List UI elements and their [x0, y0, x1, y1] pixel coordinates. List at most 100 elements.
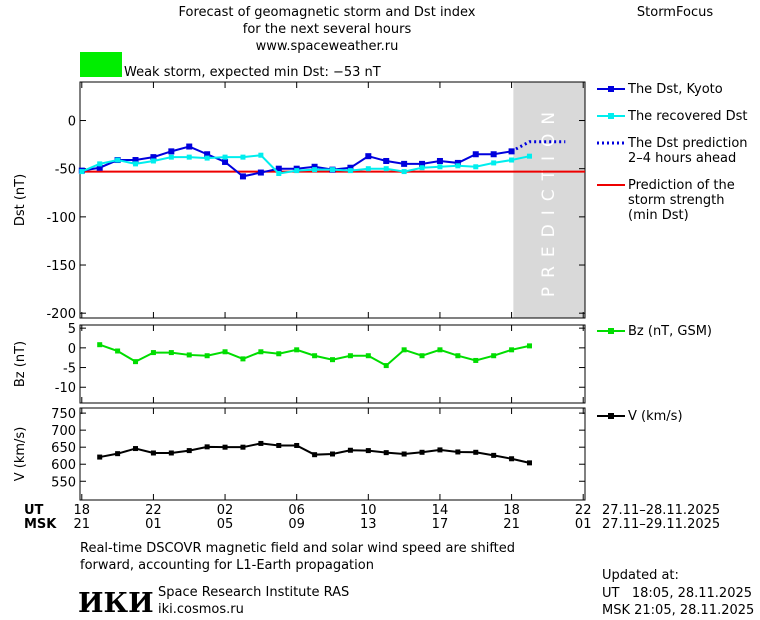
- point: [258, 440, 264, 446]
- point: [526, 460, 532, 466]
- point: [97, 454, 103, 460]
- x-tick-label: 22: [575, 503, 592, 518]
- point: [186, 143, 193, 150]
- point: [186, 154, 192, 160]
- x-tick-label: 18: [74, 503, 91, 518]
- point: [240, 444, 246, 450]
- legend-label: The Dst prediction 2–4 hours ahead: [627, 136, 748, 166]
- point: [311, 163, 318, 170]
- point: [454, 159, 461, 166]
- legend-marker: [608, 413, 614, 419]
- point: [473, 449, 479, 455]
- point: [204, 444, 210, 450]
- msk-tick-label: 21: [503, 517, 520, 532]
- point: [133, 446, 139, 452]
- point: [473, 164, 479, 170]
- x-tick-label: 06: [288, 503, 305, 518]
- point: [455, 449, 461, 455]
- point: [383, 157, 390, 164]
- msk-label: MSK: [24, 517, 57, 532]
- point: [330, 357, 335, 363]
- y-tick-label: -200: [46, 307, 76, 322]
- legend-marker: [608, 86, 614, 92]
- point: [97, 161, 103, 167]
- y-axis-label: Bz (nT): [13, 341, 28, 387]
- msk-tick-label: 09: [288, 517, 305, 532]
- x-tick-label: 02: [217, 503, 234, 518]
- legend-marker: [608, 328, 614, 334]
- point: [294, 347, 300, 353]
- y-tick-label: -150: [46, 259, 76, 274]
- point: [347, 164, 354, 171]
- brand: StormFocus: [637, 5, 713, 20]
- point: [186, 448, 192, 454]
- point: [365, 166, 371, 172]
- msk-tick-label: 21: [74, 517, 91, 532]
- x-tick-label: 22: [145, 503, 162, 518]
- point: [312, 452, 318, 458]
- point: [276, 171, 282, 177]
- point: [222, 349, 228, 355]
- point: [115, 348, 121, 354]
- plot-frame: [79, 81, 586, 319]
- point: [79, 169, 85, 175]
- updated-msk: MSK 21:05, 28.11.2025: [602, 603, 754, 618]
- x-tick-label: 14: [432, 503, 449, 518]
- msk-tick-label: 17: [432, 517, 449, 532]
- y-tick-label: 600: [51, 458, 76, 473]
- y-tick-label: -50: [55, 163, 76, 178]
- legend-line: 2–4 hours ahead: [628, 151, 736, 166]
- point: [204, 155, 210, 161]
- point: [365, 153, 372, 160]
- point: [437, 347, 443, 353]
- point: [347, 168, 353, 174]
- point: [115, 157, 121, 163]
- point: [168, 450, 174, 456]
- point: [222, 154, 228, 160]
- msk-tick-label: 13: [360, 517, 377, 532]
- point: [150, 158, 156, 164]
- plot-frame: [79, 407, 586, 501]
- forecast-band: [513, 82, 585, 318]
- ut-range: 27.11–28.11.2025: [602, 503, 720, 518]
- point: [133, 359, 139, 365]
- point: [455, 163, 461, 169]
- point: [258, 349, 264, 355]
- point: [365, 448, 371, 454]
- point: [347, 353, 353, 359]
- point: [96, 164, 103, 171]
- point: [330, 451, 335, 457]
- x-tick-label: 10: [360, 503, 377, 518]
- point: [312, 167, 318, 173]
- logo: ИКИ: [78, 588, 154, 619]
- ut-label: UT: [24, 503, 44, 518]
- y-tick-label: 0: [68, 115, 76, 130]
- y-axis-label: Dst (nT): [13, 174, 28, 226]
- point: [472, 151, 479, 158]
- point: [222, 444, 228, 450]
- point: [455, 353, 461, 359]
- y-tick-label: -100: [46, 211, 76, 226]
- point: [276, 351, 282, 357]
- legend-label: Bz (nT, GSM): [628, 324, 712, 339]
- legend-line: storm strength: [628, 193, 725, 208]
- point: [132, 157, 139, 164]
- msk-tick-label: 01: [145, 517, 162, 532]
- point: [401, 169, 407, 175]
- point: [526, 343, 532, 349]
- storm-label: Weak storm, expected min Dst: −53 nT: [124, 65, 381, 80]
- title: for the next several hours: [243, 22, 412, 37]
- point: [419, 165, 425, 171]
- point: [257, 169, 264, 176]
- point: [383, 363, 389, 369]
- point: [150, 154, 157, 161]
- y-axis-label: V (km/s): [13, 427, 28, 482]
- msk-tick-label: 05: [217, 517, 234, 532]
- point: [401, 451, 407, 457]
- point: [97, 342, 103, 348]
- series-line: [510, 140, 566, 153]
- point: [222, 158, 229, 165]
- y-tick-label: 750: [51, 407, 76, 422]
- point: [383, 166, 389, 172]
- point: [401, 160, 408, 167]
